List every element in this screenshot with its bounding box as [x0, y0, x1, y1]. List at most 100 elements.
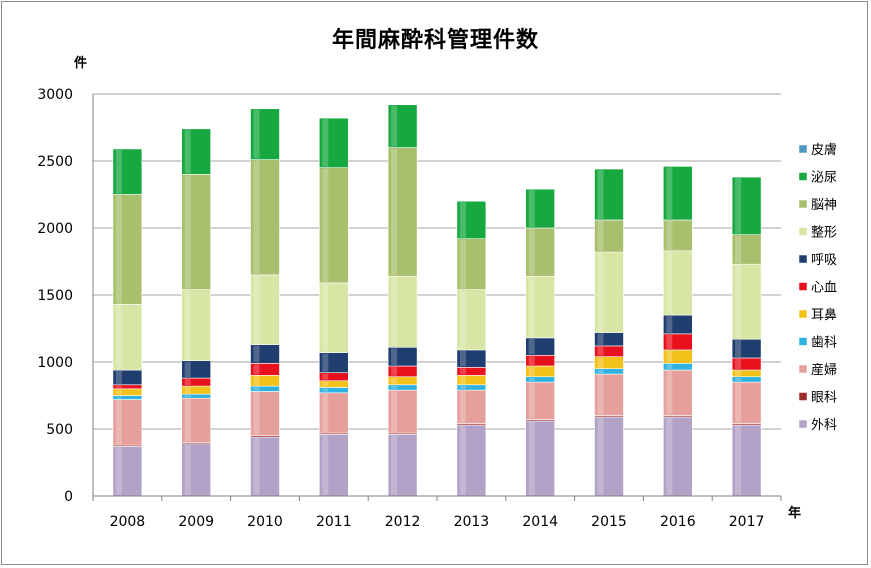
legend-swatch [798, 282, 808, 291]
bar-segment [387, 104, 418, 148]
bar-segment-highlight [735, 340, 742, 357]
x-tick-label: 2014 [522, 514, 558, 530]
x-tick-label: 2009 [178, 514, 214, 530]
bar-segment-highlight [528, 277, 535, 337]
legend-swatch [798, 419, 808, 429]
x-tick-label: 2016 [660, 514, 696, 530]
bar-segment-highlight [597, 357, 604, 368]
legend-label: 呼吸 [811, 253, 837, 268]
bars [112, 104, 762, 497]
bar-segment [318, 117, 349, 169]
x-tick-label: 2008 [110, 514, 146, 530]
bar-segment-highlight [597, 253, 604, 332]
bar-segment [318, 392, 349, 434]
chart-title: 年間麻酔科管理件数 [331, 28, 539, 53]
bar-stack-2009 [181, 128, 211, 497]
bar-segment [387, 147, 418, 277]
bar-segment-highlight [528, 367, 535, 376]
bar-segment-highlight [597, 220, 604, 252]
bar-segment-highlight [459, 290, 466, 349]
bar-segment-highlight [666, 364, 673, 370]
bar-segment-highlight [735, 358, 742, 370]
bar-segment [594, 219, 624, 253]
bar-stack-2012 [387, 104, 418, 497]
bar-segment-highlight [322, 388, 329, 392]
legend-swatch [798, 199, 808, 209]
bar-segment-highlight [253, 364, 260, 375]
bar-segment-highlight [666, 316, 673, 333]
legend-swatch [798, 337, 808, 346]
bar-segment-highlight [459, 425, 466, 495]
legend-item: 産婦 [798, 362, 837, 378]
bar-stack-2010 [250, 108, 280, 497]
bar-segment-highlight [666, 350, 673, 363]
bar-segment [525, 275, 556, 339]
bar-segment-highlight [391, 348, 398, 366]
legend-label: 耳鼻 [811, 307, 837, 323]
bar-segment-highlight [528, 377, 535, 382]
bar-segment-highlight [528, 356, 535, 366]
bar-stack-2017 [731, 176, 762, 497]
legend-item: 脳神 [798, 198, 837, 213]
bar-segment [456, 238, 487, 290]
bar-segment [112, 399, 143, 446]
bar-segment [662, 219, 693, 252]
bar-segment-highlight [528, 338, 535, 355]
bar-segment-highlight [115, 195, 122, 304]
bar-segment [250, 159, 280, 276]
x-tick-label: 2015 [591, 514, 627, 530]
bar-segment-highlight [115, 447, 122, 495]
y-tick-label: 2000 [37, 221, 73, 237]
bar-segment [181, 443, 211, 497]
bar-segment [594, 416, 624, 497]
bar-segment-highlight [115, 389, 122, 395]
legend-swatch [798, 392, 808, 401]
y-tick-label: 0 [64, 489, 73, 505]
bar-segment-highlight [735, 425, 742, 495]
bar-segment-highlight [322, 393, 329, 433]
legend-item: 泌尿 [798, 171, 837, 186]
legend-label: 皮膚 [811, 142, 837, 158]
bar-segment-highlight [253, 275, 260, 344]
legend-item: 外科 [798, 418, 837, 433]
bar-segment-highlight [391, 377, 398, 384]
bar-segment-highlight [115, 385, 122, 388]
y-tick-label: 3000 [37, 87, 73, 103]
bar-segment [525, 420, 556, 497]
bar-segment-highlight [459, 368, 466, 375]
bar-segment-highlight [735, 235, 742, 264]
bar-segment [731, 381, 762, 424]
bar-segment-highlight [666, 220, 673, 250]
bar-segment-highlight [735, 377, 742, 382]
bar-segment-highlight [459, 391, 466, 423]
legend-swatch [798, 144, 808, 154]
bar-segment-highlight [115, 371, 122, 384]
bar-segment-highlight [459, 385, 466, 390]
bar-segment-highlight [597, 375, 604, 415]
bar-segment [594, 373, 624, 416]
bar-segment-highlight [253, 345, 260, 363]
bar-segment [456, 200, 487, 240]
legend-swatch [798, 227, 808, 236]
x-tick-label: 2012 [385, 514, 421, 530]
bar-segment-highlight [184, 129, 191, 174]
bar-segment-highlight [322, 168, 329, 282]
bar-segment-highlight [115, 305, 122, 370]
bar-segment-highlight [597, 333, 604, 345]
bar-segment-highlight [597, 346, 604, 356]
bar-segment-highlight [391, 105, 398, 147]
x-tick-label: 2013 [454, 514, 490, 530]
bar-segment [387, 389, 418, 434]
legend-swatch [798, 309, 808, 319]
bar-segment-highlight [459, 239, 466, 289]
bar-segment-highlight [322, 283, 329, 352]
legend-item: 歯科 [798, 336, 837, 351]
bar-segment [594, 168, 624, 221]
legend-item: 心血 [798, 281, 837, 296]
legend-swatch [798, 254, 808, 264]
bar-segment-highlight [391, 435, 398, 495]
legend-item: 眼科 [798, 391, 837, 406]
legend-label: 外科 [811, 418, 837, 433]
